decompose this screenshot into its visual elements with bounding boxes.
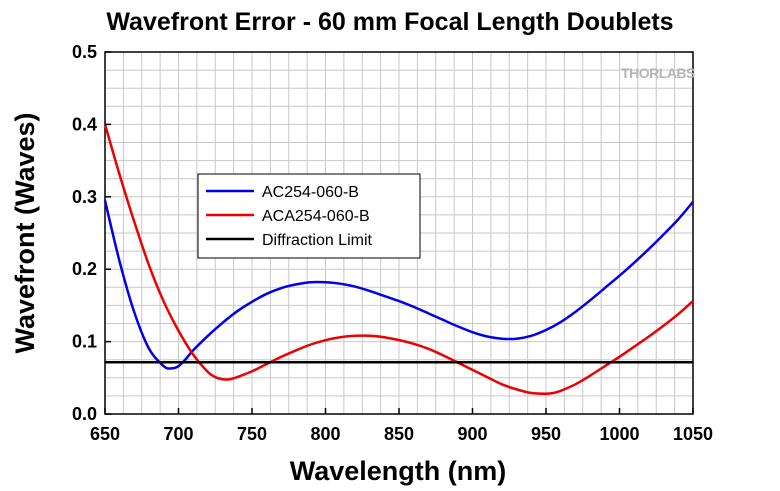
y-axis-ticks: 0.0 0.1 0.2 0.3 0.4 0.5 [72, 42, 111, 424]
y-tick-label: 0.4 [72, 114, 97, 134]
y-tick-label: 0.1 [72, 332, 97, 352]
legend-label-aca254-060-b: ACA254-060-B [262, 208, 370, 225]
x-tick-label: 850 [384, 424, 414, 444]
x-axis-label: Wavelength (nm) [290, 456, 507, 486]
series-line-ac254-060-b [103, 200, 694, 370]
series-line-aca254-060-b [103, 124, 694, 395]
legend-label-ac254-060-b: AC254-060-B [262, 184, 359, 201]
chart-title: Wavefront Error - 60 mm Focal Length Dou… [106, 8, 673, 36]
x-tick-label: 750 [237, 424, 267, 444]
x-tick-label: 1050 [673, 424, 713, 444]
x-tick-label: 700 [163, 424, 193, 444]
series-layer [103, 124, 694, 395]
x-tick-label: 950 [531, 424, 561, 444]
x-tick-label: 1000 [599, 424, 639, 444]
y-tick-label: 0.0 [72, 404, 97, 424]
x-tick-label: 650 [90, 424, 120, 444]
x-tick-label: 900 [457, 424, 487, 444]
y-tick-label: 0.2 [72, 259, 97, 279]
y-axis-label: Wavefront (Waves) [10, 112, 40, 353]
legend-label-diffraction-limit: Diffraction Limit [262, 232, 373, 249]
thorlabs-watermark: THORLABS [621, 65, 695, 81]
y-tick-label: 0.3 [72, 187, 97, 207]
x-tick-label: 800 [310, 424, 340, 444]
y-tick-label: 0.5 [72, 42, 97, 62]
x-axis-ticks: 650 700 750 800 850 900 950 1000 1050 [90, 408, 713, 444]
legend: AC254-060-B ACA254-060-B Diffraction Limit [197, 173, 421, 259]
